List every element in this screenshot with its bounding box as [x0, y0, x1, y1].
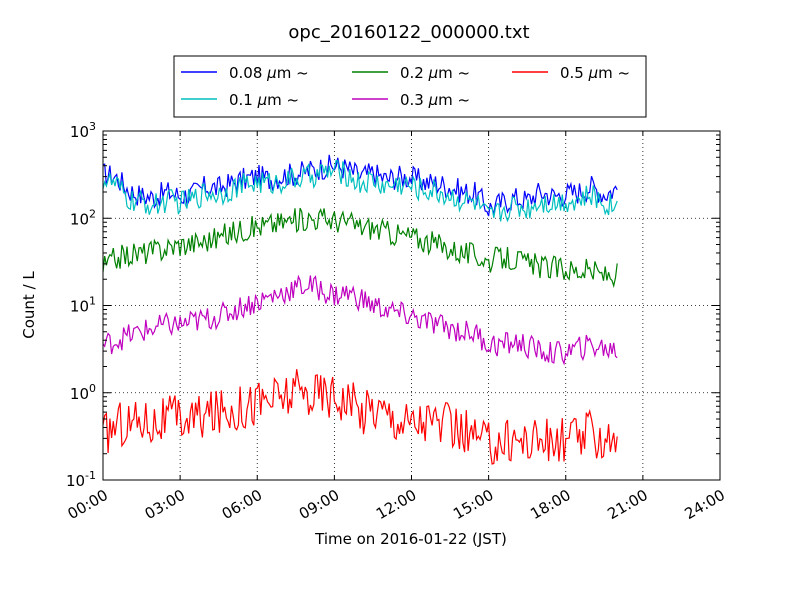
x-tick-label: 12:00 — [373, 486, 419, 523]
legend-entry: 0.5 μm ~ — [560, 64, 630, 82]
series-line — [102, 274, 618, 366]
grid-lines — [103, 131, 720, 480]
x-axis-label: Time on 2016-01-22 (JST) — [314, 530, 507, 548]
x-tick-label: 00:00 — [65, 486, 111, 523]
series-line — [102, 159, 618, 223]
legend: 0.08 μm ~ 0.1 μm ~ 0.2 μm ~ 0.3 μm ~ 0.5 μm … — [173, 55, 647, 118]
y-tick-label: 101 — [70, 295, 96, 316]
series-line — [102, 154, 618, 217]
x-tick-label: 06:00 — [219, 486, 265, 523]
legend-entry: 0.2 μm ~ — [400, 64, 470, 82]
series-lines — [102, 154, 618, 465]
x-tick-label: 03:00 — [142, 486, 188, 523]
x-tick-label: 15:00 — [450, 486, 496, 523]
axis-ticks — [102, 130, 721, 481]
y-tick-label: 102 — [70, 207, 96, 228]
legend-entry: 0.3 μm ~ — [400, 91, 470, 109]
y-tick-label: 103 — [70, 120, 96, 141]
legend-box — [173, 55, 647, 118]
plot-area — [102, 130, 721, 481]
y-tick-labels: 10-1 100 101 102 103 — [66, 120, 96, 490]
legend-entry: 0.1 μm ~ — [229, 91, 299, 109]
x-tick-label: 09:00 — [296, 486, 342, 523]
series-line — [102, 207, 618, 289]
chart-title: opc_20160122_000000.txt — [288, 22, 529, 43]
legend-entry: 0.08 μm ~ — [229, 64, 309, 82]
y-tick-label: 10-1 — [66, 469, 96, 490]
x-tick-label: 18:00 — [527, 486, 573, 523]
x-tick-label: 24:00 — [682, 486, 728, 523]
x-tick-labels: 00:00 03:00 06:00 09:00 12:00 15:00 18:00 21:00… — [65, 486, 728, 523]
y-tick-label: 100 — [70, 382, 96, 403]
x-tick-label: 21:00 — [604, 486, 650, 523]
series-line — [102, 369, 618, 465]
y-axis-label: Count / L — [20, 271, 38, 339]
